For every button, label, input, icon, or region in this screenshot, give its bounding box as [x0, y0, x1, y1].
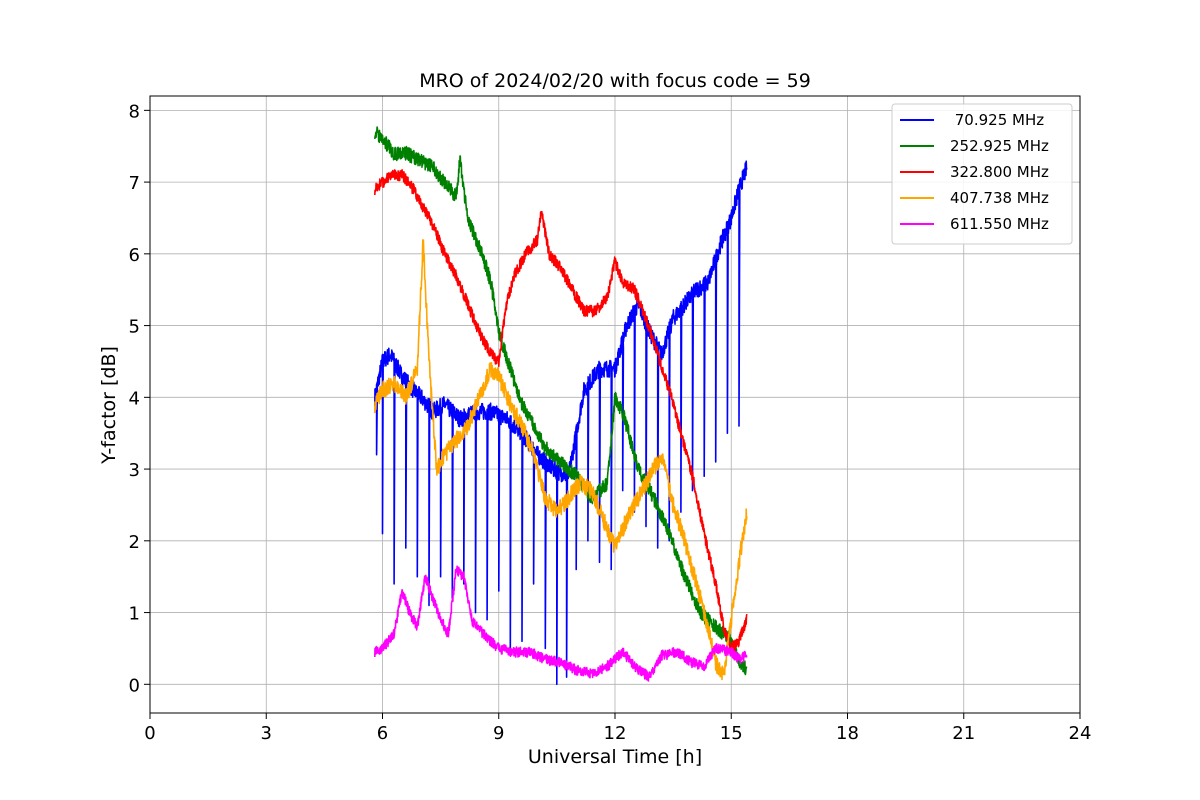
y-tick-label: 1: [129, 604, 140, 625]
x-tick-label: 12: [604, 723, 627, 744]
series-line: [374, 160, 748, 686]
x-tick-label: 9: [493, 723, 504, 744]
legend-entry: 407.738 MHz: [950, 189, 1049, 207]
x-axis-ticks: 0 3 6 9 12 15 18 21 24: [144, 713, 1091, 744]
series-line: [374, 126, 748, 676]
legend-entry: 252.925 MHz: [950, 137, 1049, 155]
y-tick-label: 0: [129, 675, 140, 696]
x-tick-label: 18: [836, 723, 859, 744]
y-tick-label: 8: [129, 101, 140, 122]
y-tick-label: 5: [129, 317, 140, 338]
series-line: [374, 239, 748, 681]
plot-area: [374, 126, 748, 686]
y-tick-label: 4: [129, 388, 140, 409]
y-tick-label: 3: [129, 460, 140, 481]
x-axis-label: Universal Time [h]: [528, 746, 702, 768]
x-tick-label: 3: [261, 723, 272, 744]
legend-entry: 70.925 MHz: [950, 111, 1044, 129]
series-layer: [374, 126, 748, 686]
legend-box: [891, 103, 1073, 245]
series-line: [374, 169, 748, 654]
y-tick-label: 2: [129, 532, 140, 553]
x-tick-label: 0: [144, 723, 155, 744]
y-axis-ticks: 0 1 2 3 4 5 6 7 8: [129, 101, 150, 696]
y-tick-label: 6: [129, 245, 140, 266]
y-tick-label: 7: [129, 173, 140, 194]
legend-entry: 611.550 MHz: [950, 215, 1049, 233]
chart-title: MRO of 2024/02/20 with focus code = 59: [419, 70, 811, 92]
x-tick-label: 21: [952, 723, 975, 744]
x-tick-label: 15: [720, 723, 743, 744]
x-tick-label: 6: [377, 723, 388, 744]
x-tick-label: 24: [1069, 723, 1092, 744]
series-line: [374, 565, 748, 682]
y-axis-label: Y-factor [dB]: [98, 346, 120, 465]
legend: 70.925 MHz 252.925 MHz 322.800 MHz 407.738 …: [891, 103, 1073, 245]
legend-entry: 322.800 MHz: [950, 163, 1049, 181]
